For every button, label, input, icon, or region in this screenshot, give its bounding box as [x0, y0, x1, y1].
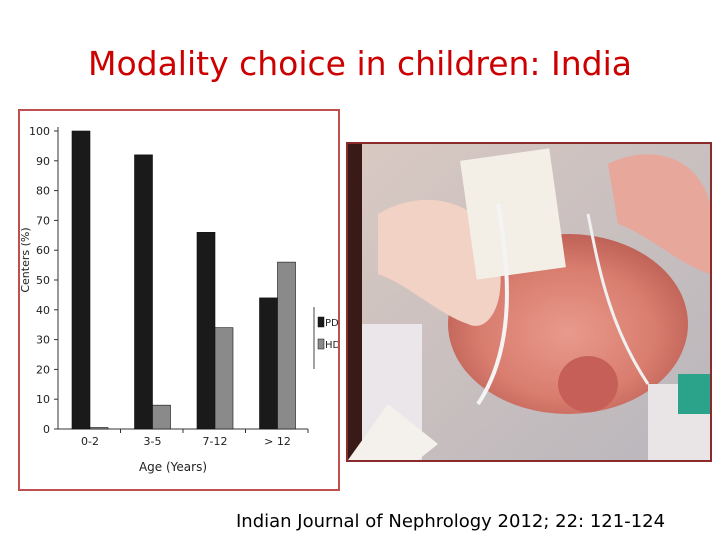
slide-title: Modality choice in children: India [87, 44, 633, 83]
y-tick-label: 50 [36, 274, 50, 287]
x-tick-label: 3-5 [144, 435, 162, 448]
y-tick-label: 100 [29, 125, 50, 138]
bar-pd-3 [259, 297, 278, 430]
y-tick-label: 90 [36, 155, 50, 168]
bar-pd-2 [196, 232, 216, 430]
legend-label-hd: HD [325, 340, 338, 351]
bar-hd-0 [89, 427, 109, 430]
bar-hd-1 [152, 404, 171, 430]
bar-chart: Centers (%) 0 10 20 30 40 50 60 70 80 90 100 0-2 3-… [20, 125, 338, 474]
y-axis-title: Centers (%) [20, 227, 32, 292]
y-tick-label: 70 [36, 214, 50, 227]
y-tick-label: 80 [36, 185, 50, 198]
citation: Indian Journal of Nephrology 2012; 22: 1… [236, 511, 666, 532]
y-tick-label: 20 [36, 363, 50, 376]
chart-panel: Centers (%) 0 10 20 30 40 50 60 70 80 90 100 0-2 3-… [18, 109, 340, 491]
x-tick-label: > 12 [264, 435, 291, 448]
y-tick-label: 0 [43, 423, 50, 436]
x-tick-label: 7-12 [203, 435, 228, 448]
y-tick-label: 10 [36, 393, 50, 406]
photo-image [348, 144, 710, 460]
legend-swatch-pd [317, 316, 325, 328]
y-tick-label: 40 [36, 304, 50, 317]
y-tick-label: 30 [36, 334, 50, 347]
bar-hd-3 [277, 261, 296, 430]
bar-pd-1 [134, 154, 153, 430]
bar-pd-0 [71, 130, 91, 430]
x-axis-title: Age (Years) [139, 460, 207, 474]
x-tick-label: 0-2 [81, 435, 99, 448]
legend-swatch-hd [317, 338, 325, 350]
y-tick-label: 60 [36, 244, 50, 257]
legend-label-pd: PD [325, 318, 338, 329]
bar-hd-2 [214, 327, 234, 430]
infant-peritoneal-dialysis-photo [346, 142, 712, 462]
